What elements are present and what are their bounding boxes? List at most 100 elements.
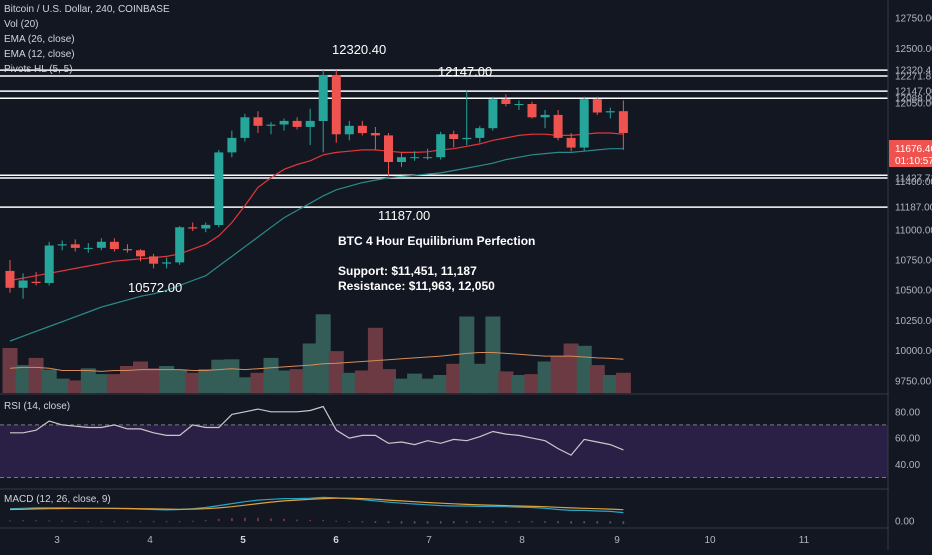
note-title: BTC 4 Hour Equilibrium Perfection (338, 234, 536, 248)
volume-bar (185, 372, 201, 394)
macd-histogram-bar (191, 520, 194, 522)
macd-histogram-bar (74, 521, 77, 522)
candle-body (240, 117, 250, 138)
volume-bar (576, 345, 592, 394)
candle-body (253, 117, 263, 126)
time-axis-tick: 8 (519, 535, 525, 546)
annotation-high-12147: 12147.00 (438, 64, 493, 79)
candle-body (96, 241, 106, 248)
volume-bar (15, 365, 31, 393)
macd-histogram-bar (479, 521, 481, 523)
candle-body (57, 244, 67, 246)
annotation-low-11187: 11187.00 (378, 208, 431, 223)
price-axis-tick: 10250.00 (895, 316, 932, 327)
macd-histogram-bar (61, 520, 63, 522)
volume-bar (172, 369, 188, 393)
candle-body (501, 99, 511, 104)
macd-histogram-bar (270, 518, 272, 522)
volume-bar (211, 359, 227, 393)
volume-bar (146, 368, 162, 394)
volume-bar (237, 377, 253, 393)
price-axis-tick: 11000.00 (895, 225, 932, 236)
macd-histogram-bar (296, 519, 298, 522)
macd-histogram-bar (439, 521, 442, 524)
macd-histogram-bar (426, 521, 429, 524)
macd-histogram-bar (22, 520, 24, 522)
candle-body (188, 227, 198, 229)
volume-bar (302, 343, 318, 393)
price-axis-tick: 10000.00 (895, 346, 932, 357)
study-label-pivots: Pivots HL (5, 5) (4, 64, 73, 75)
rsi-axis-tick: 60.00 (895, 434, 920, 445)
volume-bar (93, 374, 109, 393)
study-label-vol: Vol (20) (4, 19, 39, 30)
macd-histogram-bar (113, 521, 116, 523)
volume-bar (315, 314, 331, 394)
macd-histogram-bar (348, 521, 351, 523)
candle-body (227, 137, 237, 153)
candle-body (136, 250, 145, 257)
ema26-line (9, 148, 624, 342)
candle-body (605, 111, 615, 113)
macd-histogram-bar (374, 521, 377, 523)
macd-histogram-bar (531, 521, 533, 523)
macd-histogram-bar (178, 521, 181, 523)
candle-body (5, 270, 15, 288)
rsi-axis-tick: 40.00 (895, 460, 920, 471)
macd-histogram-bar (400, 521, 403, 524)
volume-bar (485, 316, 501, 393)
macd-histogram-bar (139, 521, 142, 523)
volume-bar (615, 372, 631, 394)
volume-ma-line (9, 352, 624, 372)
volume-bar (394, 378, 409, 393)
macd-histogram-bar (35, 520, 37, 522)
volume-bar (563, 343, 579, 393)
candle-body (292, 120, 302, 127)
volume-bar (459, 316, 475, 393)
candle-body (384, 135, 393, 162)
price-axis-tick: 12750.00 (895, 14, 932, 25)
macd-histogram-bar (309, 520, 311, 522)
price-axis-background (889, 0, 932, 550)
macd-histogram-bar (87, 521, 90, 523)
time-axis-tick: 3 (54, 535, 60, 546)
macd-histogram-bar (152, 521, 155, 523)
candle-body (540, 114, 550, 118)
annotation-high-12320: 12320.40 (332, 42, 387, 57)
macd-signal-line (9, 497, 624, 511)
volume-bar (80, 368, 96, 394)
candle-body (436, 134, 446, 158)
candle-body (344, 125, 354, 135)
volume-bar (289, 369, 305, 393)
note-support: Support: $11,451, 11,187 (338, 264, 477, 278)
candle-body (149, 256, 159, 264)
macd-histogram-bar (622, 521, 625, 525)
volume-bar (341, 372, 357, 394)
volume-bar (28, 357, 44, 393)
study-label-ema26: EMA (26, close) (4, 34, 75, 45)
macd-histogram-bar (387, 521, 390, 524)
price-axis-tick: 12500.00 (895, 44, 932, 55)
candle-body (410, 157, 420, 159)
candle-body (162, 262, 172, 264)
macd-histogram-bar (609, 521, 612, 524)
volume-bar (133, 361, 148, 393)
volume-bar (446, 363, 462, 394)
candle-body (514, 104, 524, 105)
macd-title: MACD (12, 26, close, 9) (4, 494, 111, 505)
candle-body (318, 75, 328, 121)
candle-body (331, 75, 341, 135)
volume-bar (381, 369, 396, 393)
candle-body (462, 137, 472, 140)
volume-bar (198, 369, 214, 393)
candle-body (201, 224, 211, 229)
candle-body (123, 249, 132, 251)
candle-body (83, 247, 93, 249)
price-axis-tick: 9750.00 (895, 376, 932, 387)
candle-body (527, 104, 537, 118)
volume-bar (407, 373, 423, 393)
price-axis-tick: 12088.00 (895, 94, 932, 105)
macd-histogram-bar (465, 521, 468, 523)
